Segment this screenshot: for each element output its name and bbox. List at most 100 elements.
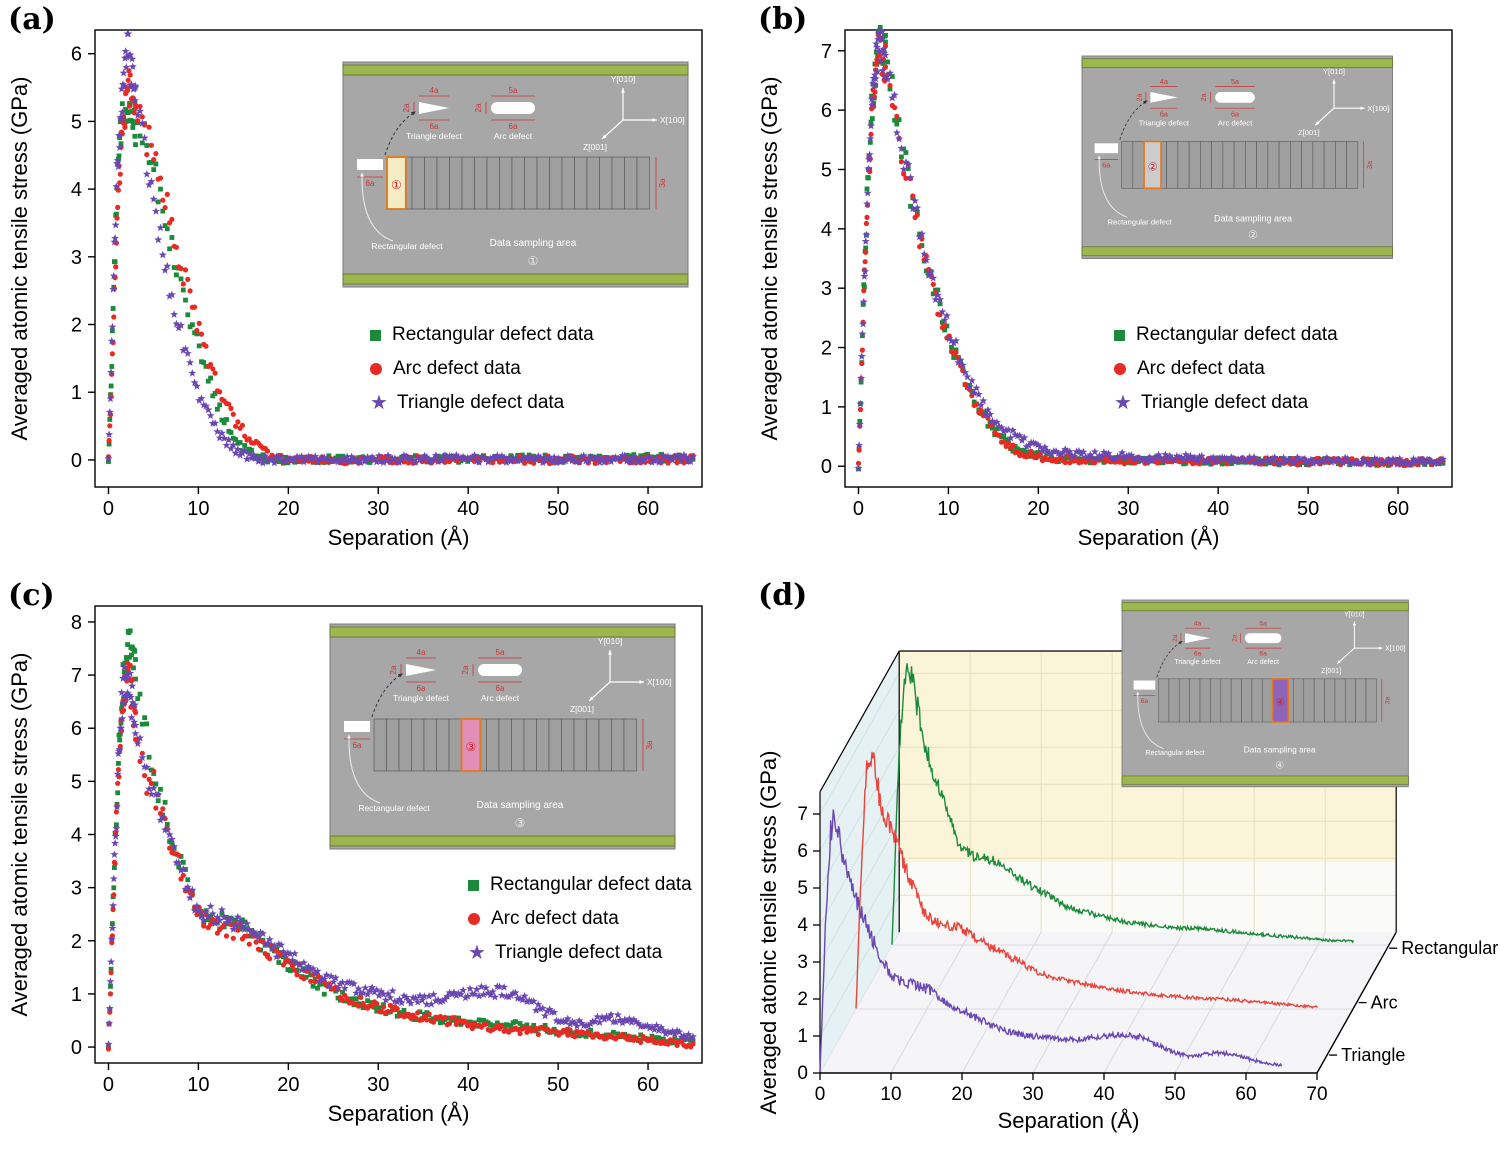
- sampling-strip: [436, 156, 450, 210]
- sampling-strip: [1251, 678, 1263, 723]
- x-tick-label: 10: [937, 498, 959, 520]
- axis-x-label: X[100]: [1367, 104, 1389, 113]
- axis-y-label: Y[010]: [611, 74, 636, 84]
- dim-4a: 4a: [1160, 77, 1168, 86]
- sampling-strip: [1303, 678, 1315, 723]
- sampling-strip: [448, 718, 462, 772]
- legend-item: ★ Triangle defect data: [370, 392, 594, 414]
- axis-z-label: Z[001]: [583, 142, 607, 152]
- sampling-strip: [574, 156, 588, 210]
- x-axis-title: Separation (Å): [998, 1108, 1140, 1133]
- x-tick-label: 0: [853, 498, 864, 520]
- chart-a: 0 10 20 30 40 50 60 0 1 2 3 4 5 6 Separation (Å) Averag…: [7, 29, 703, 550]
- sampling-strip: [611, 156, 625, 210]
- sampling-strip: [1323, 141, 1336, 189]
- sampling-strip: [1324, 678, 1336, 723]
- sampling-strip: [1290, 141, 1302, 189]
- x-tick-label: 20: [277, 1074, 299, 1096]
- y-axis-title: Averaged atomic tensile stress (GPa): [757, 77, 782, 441]
- y-tick-label: 5: [821, 159, 832, 181]
- depth-label-arc: Arc: [1371, 993, 1398, 1013]
- triangle-defect-shape: [1185, 633, 1210, 644]
- y-tick-label: 2: [797, 989, 808, 1010]
- legend-label: Triangle defect data: [1141, 392, 1309, 413]
- axis-y-label: Y[010]: [598, 636, 623, 646]
- sampling-strip: [586, 156, 600, 210]
- legend-a: Rectangular defect data Arc defect data ★ T…: [370, 324, 594, 414]
- y-tick-label: 2: [71, 931, 82, 953]
- panel-a: 0 10 20 30 40 50 60 0 1 2 3 4 5 6 Separation (Å) Averag…: [0, 0, 750, 576]
- sampling-strip: [373, 718, 387, 772]
- x-tick-label: 50: [1297, 498, 1319, 520]
- panel-d: 0 10 20 30 40 50 60 70 0 1 2 3 4 5 6 7 Separation (Å) Ave…: [750, 576, 1500, 1151]
- x-tick-label: 70: [1306, 1084, 1327, 1105]
- sampling-cell-highlight: [1143, 140, 1162, 190]
- inset-top-slab: [342, 64, 689, 76]
- y-tick-label: 1: [797, 1026, 808, 1047]
- legend-label: Rectangular defect data: [1136, 324, 1338, 345]
- axes-frame: [94, 29, 703, 488]
- sampling-strip: [1313, 678, 1325, 723]
- dashed-pointer-arrow: [371, 673, 403, 718]
- frame-edge: [819, 650, 900, 793]
- sampling-strip: [461, 156, 475, 210]
- sampling-strip: [1189, 678, 1201, 723]
- depth-label-rectangular: Rectangular: [1401, 938, 1498, 958]
- sampling-strip: [1261, 678, 1273, 723]
- legend-item: Rectangular defect data: [370, 324, 594, 346]
- circle-marker-icon: [1114, 363, 1126, 375]
- axis-z-label: Z[001]: [570, 704, 594, 714]
- sampling-area-label: Data sampling area: [490, 238, 577, 249]
- dim-2a: 2a: [474, 103, 483, 112]
- dim-5a: 5a: [1231, 77, 1239, 86]
- dim-2a: 2a: [1172, 634, 1179, 642]
- sampling-strip: [1241, 678, 1253, 723]
- x-tick-label: 10: [187, 498, 209, 520]
- axis-x-label: X[100]: [1385, 646, 1405, 653]
- inset-diagram: 4a 6a 2a Triangle defect 5a 6a 2a Arc defect Y[0…: [1081, 55, 1393, 259]
- sampling-strip: [1267, 141, 1280, 189]
- dim-5a: 5a: [496, 648, 505, 657]
- dim-6a: 6a: [1194, 651, 1202, 658]
- sampling-cell-number: ③: [465, 740, 476, 754]
- star-marker-icon: ★: [1114, 392, 1132, 414]
- legend-item: ★ Triangle defect data: [1114, 392, 1338, 414]
- sampling-strip: [1293, 678, 1305, 723]
- y-tick-label: 7: [821, 41, 832, 63]
- y-tick-label: 1: [821, 397, 832, 419]
- star-marker-icon: ★: [370, 392, 388, 414]
- pointer-arrow: [1137, 692, 1164, 749]
- sampling-strip: [1166, 141, 1179, 189]
- rectangular-defect-shape: [357, 159, 383, 170]
- sampling-strip: [1301, 141, 1314, 189]
- sampling-area-number: ③: [515, 816, 526, 830]
- dim-2a: 2a: [402, 103, 411, 112]
- pointer-arrow: [361, 173, 394, 242]
- sampling-strip: [561, 718, 575, 772]
- y-tick-label: 3: [797, 952, 808, 973]
- sampling-strip: [436, 718, 450, 772]
- x-tick-label: 50: [1164, 1084, 1185, 1105]
- dim-6a: 6a: [366, 179, 375, 188]
- arc-defect-label: Arc defect: [481, 693, 520, 703]
- sampling-strip: [1278, 141, 1291, 189]
- dim-3a: 3a: [1384, 696, 1391, 704]
- arc-defect-label: Arc defect: [1218, 118, 1253, 127]
- y-tick-label: 6: [797, 841, 808, 862]
- legend-b: Rectangular defect data Arc defect data ★ T…: [1114, 324, 1338, 414]
- sampling-cell-number: ①: [391, 178, 402, 192]
- legend-label: Arc defect data: [1137, 358, 1265, 379]
- y-tick-label: 4: [71, 825, 82, 847]
- inset-top-slab: [1121, 602, 1409, 612]
- plot-c: 0 10 20 30 40 50 60 0 1 2 3 4 5 6 7 8 Separation (Å) Aver…: [7, 605, 703, 1126]
- star-marker-icon: ★: [468, 942, 486, 964]
- sampling-strip: [611, 718, 625, 772]
- dim-6a: 6a: [496, 684, 505, 693]
- legend-item: Arc defect data: [468, 908, 692, 930]
- sampling-strip: [536, 156, 550, 210]
- sampling-strip: [398, 718, 412, 772]
- dim-4a: 4a: [1194, 621, 1202, 628]
- sampling-cell-number: ④: [1276, 697, 1285, 708]
- rectangular-defect-shape: [1133, 680, 1156, 690]
